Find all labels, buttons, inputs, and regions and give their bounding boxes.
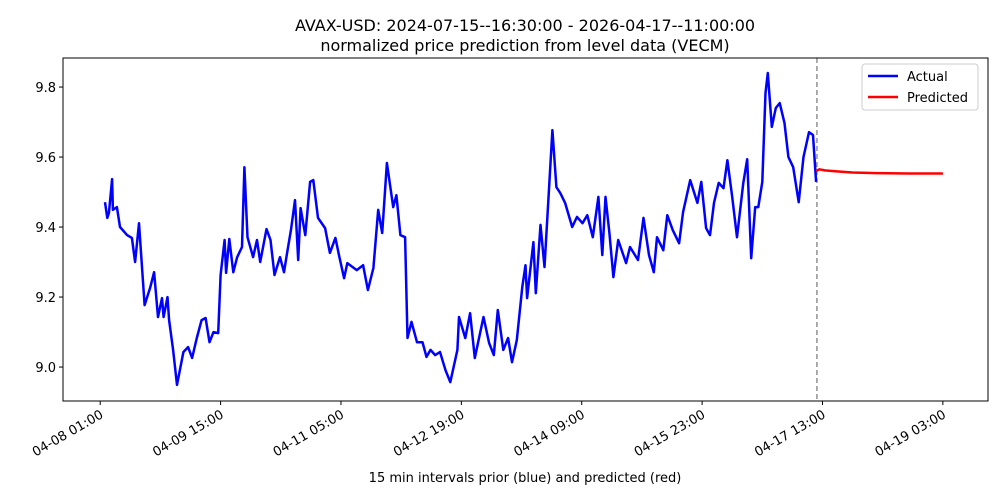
legend: Actual Predicted — [861, 63, 979, 111]
x-tick-label: 04-19 03:00 — [873, 407, 949, 460]
y-tick-label: 9.0 — [35, 361, 56, 376]
y-tick-label: 9.8 — [35, 81, 56, 96]
series-predicted-line — [815, 168, 943, 175]
x-tick-label: 04-08 01:00 — [30, 407, 106, 460]
series-actual-line — [103, 71, 818, 387]
x-axis-label: 15 min intervals prior (blue) and predic… — [369, 471, 682, 486]
plot-area: 9.0 9.2 9.4 9.6 9.8 04-08 01:00 04-09 15:00 04-… — [30, 57, 989, 460]
axes-frame — [62, 57, 989, 402]
legend-actual-label: Actual — [907, 70, 948, 85]
y-tick-label: 9.4 — [35, 221, 56, 236]
y-tick-label: 9.2 — [35, 291, 56, 306]
x-tick-label: 04-14 09:00 — [511, 407, 587, 460]
legend-predicted-label: Predicted — [907, 91, 968, 106]
x-tick-label: 04-15 23:00 — [632, 407, 708, 460]
x-tick-label: 04-12 19:00 — [391, 407, 467, 460]
x-tick-label: 04-11 05:00 — [271, 407, 347, 460]
chart-title: AVAX-USD: 2024-07-15--16:30:00 - 2026-04… — [295, 16, 755, 35]
y-tick-label: 9.6 — [35, 151, 56, 166]
chart-subtitle: normalized price prediction from level d… — [320, 36, 729, 55]
x-tick-label: 04-09 15:00 — [150, 407, 226, 460]
x-tick-label: 04-17 13:00 — [752, 407, 828, 460]
